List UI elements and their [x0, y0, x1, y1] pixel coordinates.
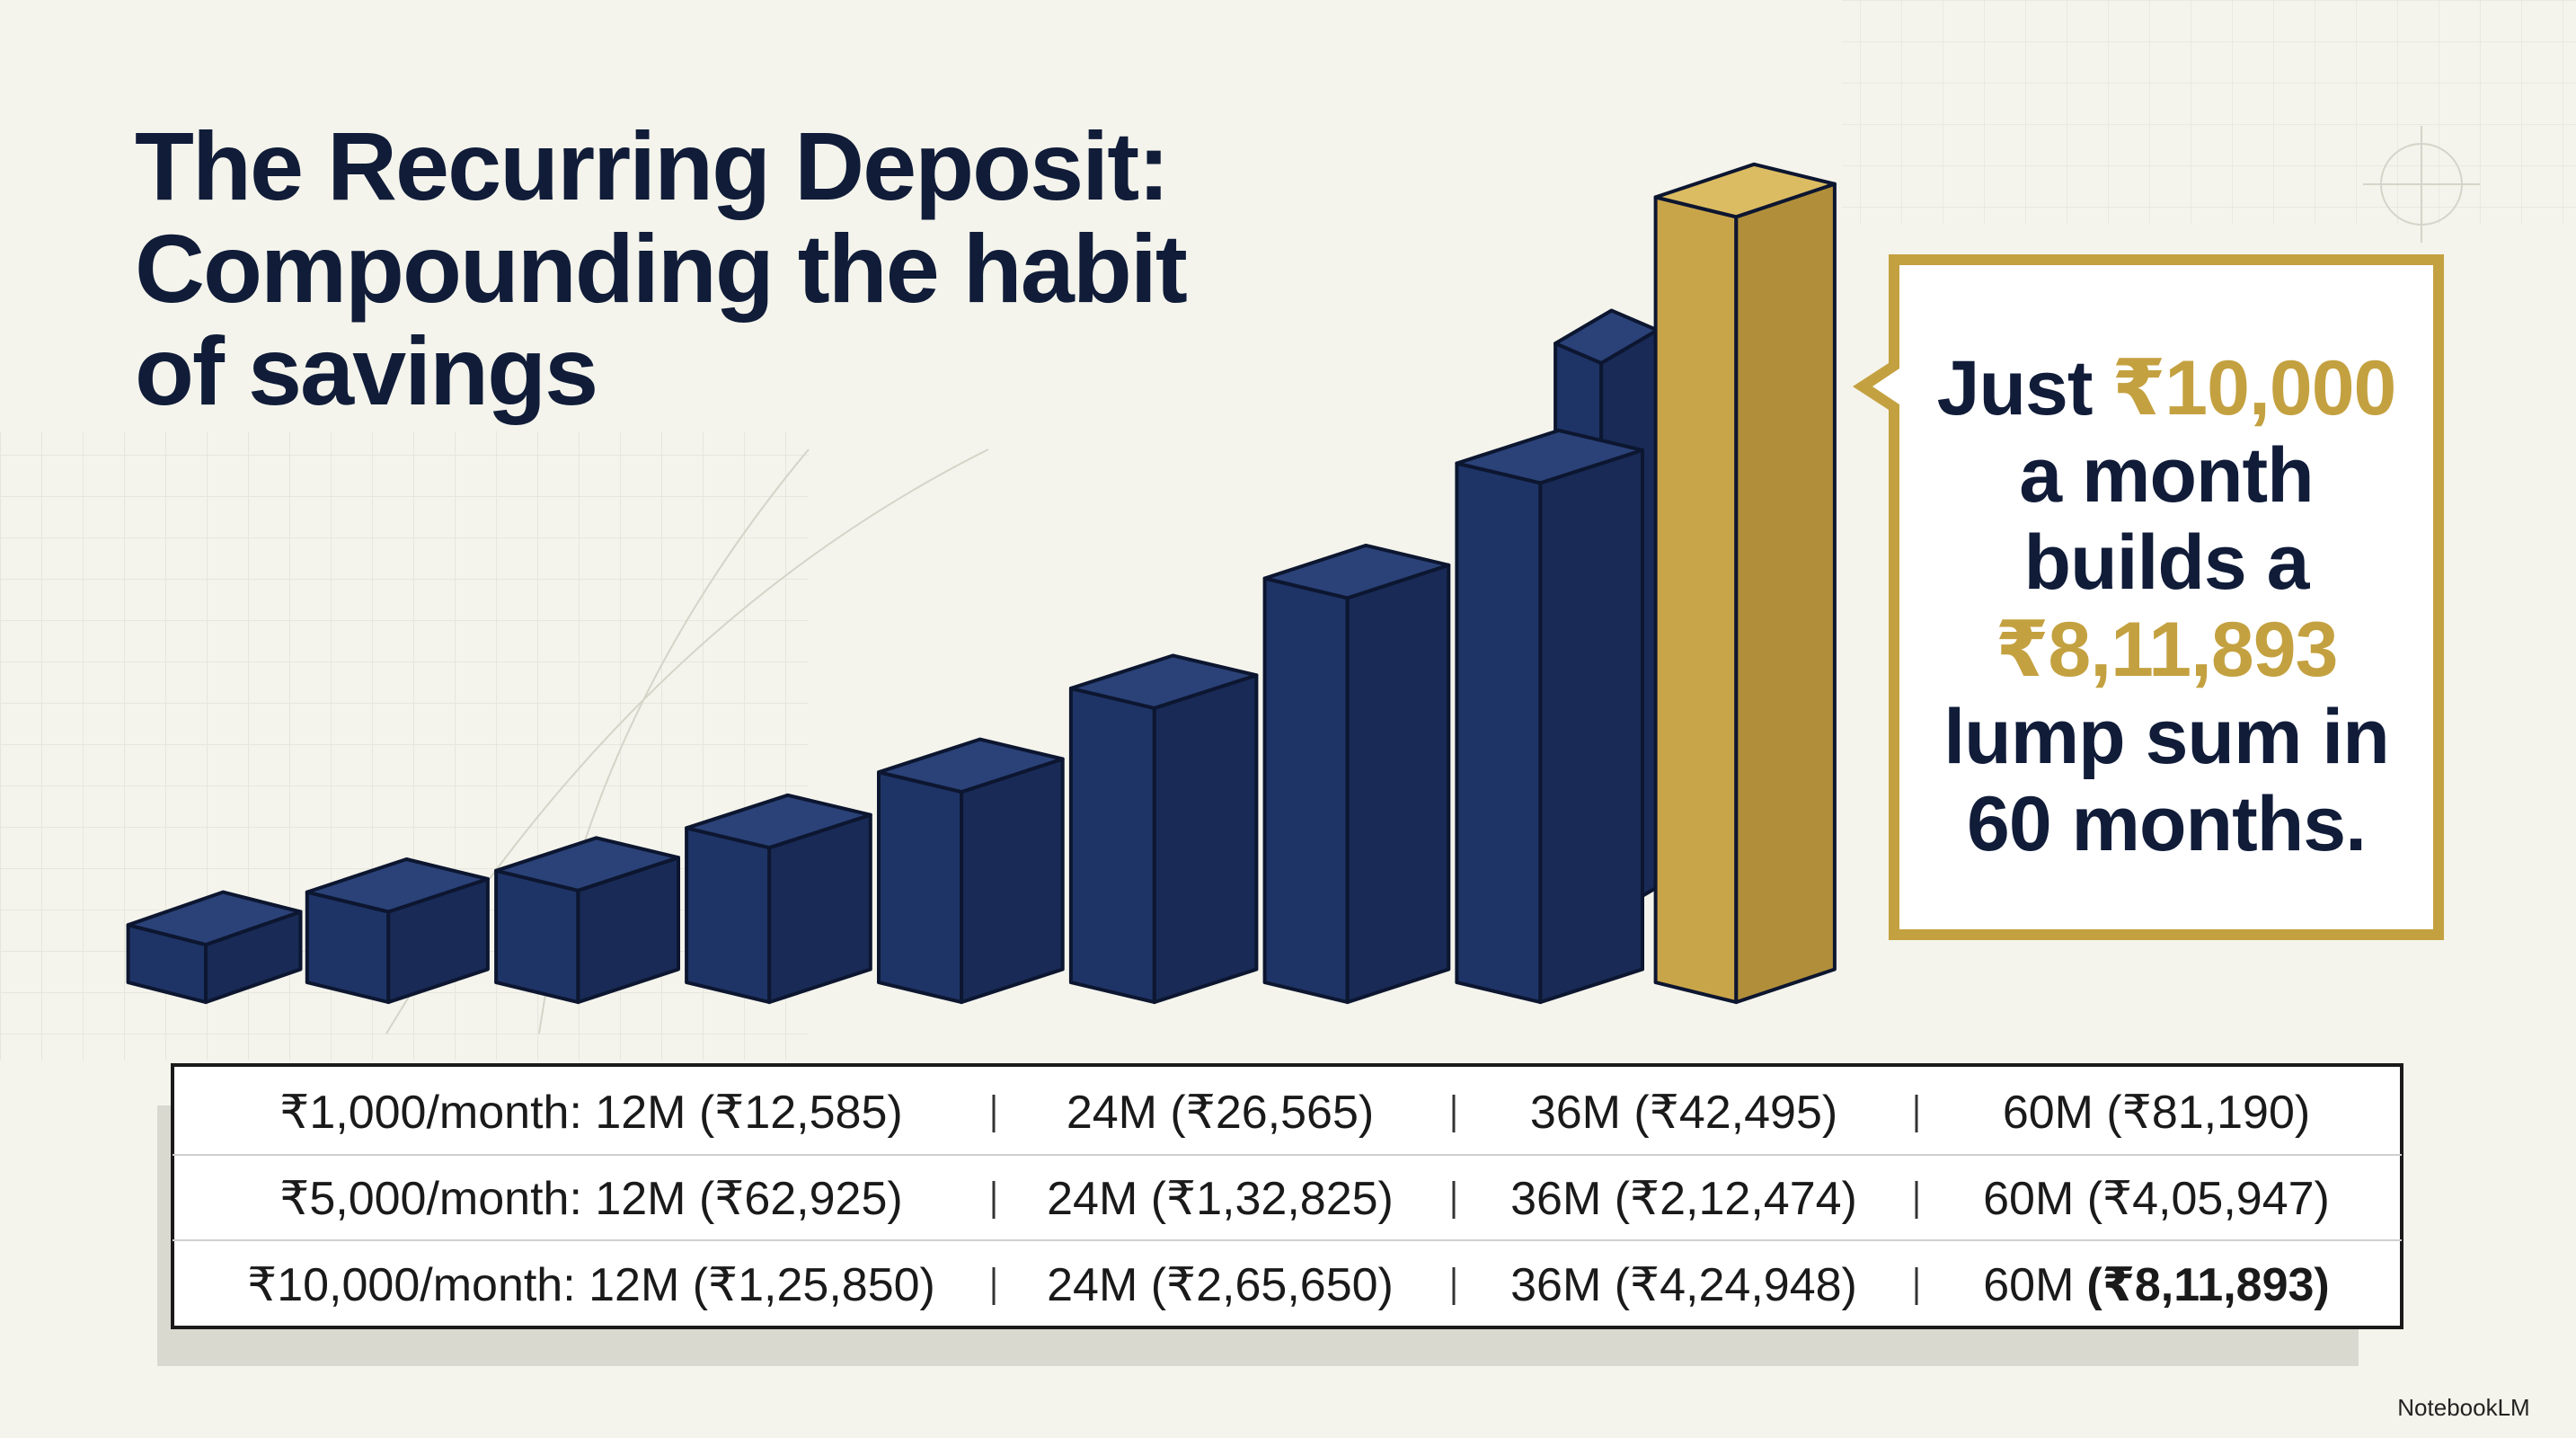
table-cell: 60M (₹81,190): [2003, 1087, 2310, 1139]
bar-side: [1262, 576, 1350, 1005]
table-frame: [171, 1063, 2403, 1329]
bar-side: [877, 770, 964, 1005]
callout-line: 60 months.: [1967, 781, 2366, 867]
bar-top: [1262, 543, 1451, 600]
table-cell: ₹5,000/month: 12M (₹62,925): [279, 1173, 902, 1225]
callout-text: a month: [2019, 432, 2313, 519]
bar-side: [1455, 461, 1543, 1005]
callout-text: lump sum in: [1943, 694, 2388, 780]
table-cell: 36M (₹2,12,474): [1510, 1173, 1857, 1225]
bar-top: [1653, 162, 1837, 219]
callout-text: builds a: [2024, 519, 2311, 606]
table-cell: 24M (₹26,565): [1067, 1087, 1374, 1139]
bar-side: [494, 868, 580, 1005]
bar-side: [685, 826, 772, 1005]
table-cell: 24M (₹2,65,650): [1047, 1259, 1394, 1311]
bar-top: [1068, 653, 1259, 710]
cell-emphasis: (₹8,11,893): [2086, 1259, 2329, 1311]
bar-side: [1734, 182, 1837, 1005]
callout-text: 60 months.: [1967, 781, 2366, 867]
callout-text: ₹10,000: [2111, 345, 2395, 431]
bar-side: [960, 757, 1065, 1005]
bar-side: [1345, 563, 1451, 1005]
callout-line: a month: [2019, 432, 2313, 519]
table-cell: ₹10,000/month: 12M (₹1,25,850): [247, 1259, 935, 1311]
table-cell: 36M (₹42,495): [1530, 1087, 1837, 1139]
bar-top: [305, 857, 490, 914]
callout-text: Just: [1937, 345, 2093, 431]
footer-brand: NotebookLM: [2397, 1394, 2529, 1421]
bar-side: [1152, 673, 1259, 1005]
callout-line: ₹8,11,893: [1996, 607, 2338, 693]
title-line: of savings: [135, 316, 597, 425]
callout-line: lump sum in: [1943, 694, 2388, 780]
bar-top: [1455, 428, 1644, 485]
callout-line: Just ₹10,000: [1937, 345, 2396, 431]
table-cell: 24M (₹1,32,825): [1047, 1173, 1394, 1225]
callout-line: builds a: [2024, 519, 2311, 606]
table-cell: ₹1,000/month: 12M (₹12,585): [279, 1087, 902, 1139]
table-cell: 36M (₹4,24,948): [1510, 1259, 1857, 1311]
bar-top: [494, 836, 680, 892]
bar-top: [685, 793, 872, 850]
table-cell: 60M (₹8,11,893): [1983, 1259, 2330, 1311]
bar-illustration: [126, 162, 1837, 1005]
bar-side: [1538, 448, 1644, 1005]
grid-pattern: [1842, 0, 2576, 225]
bar-side: [1068, 686, 1156, 1005]
callout: [1853, 254, 2444, 940]
bar-top: [877, 737, 1065, 794]
cell-text: 60M: [1983, 1259, 2074, 1311]
title-line: Compounding the habit: [135, 214, 1187, 323]
title-line: The Recurring Deposit:: [135, 111, 1168, 220]
callout-text: ₹8,11,893: [1996, 607, 2338, 693]
bar-side: [1653, 195, 1739, 1005]
callout-fill: [1872, 265, 2433, 929]
table-cell: 60M (₹4,05,947): [1983, 1173, 2330, 1225]
bar-top: [126, 890, 303, 947]
